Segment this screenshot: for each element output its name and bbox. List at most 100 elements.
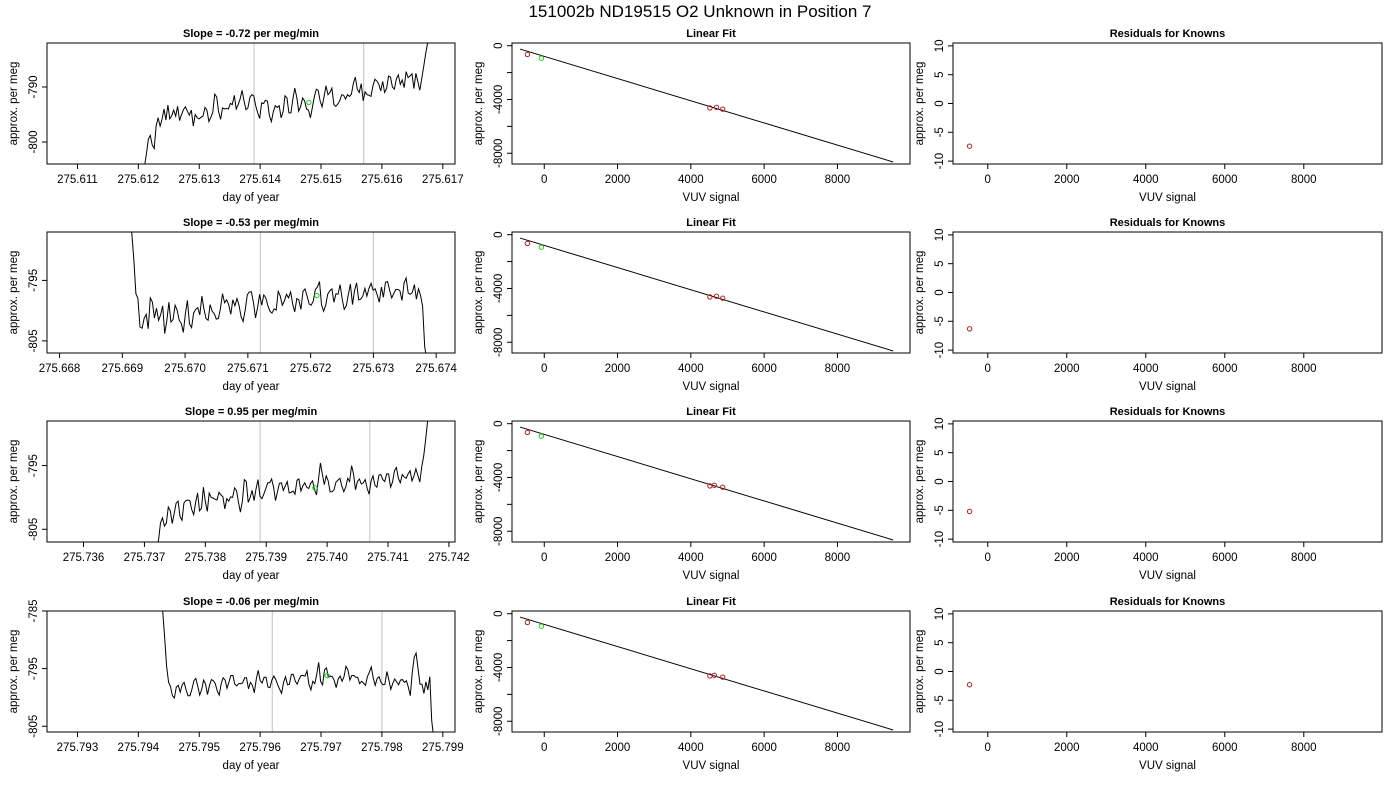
x-tick-label: 8000 [1291,552,1317,564]
x-tick-label: 0 [541,742,547,754]
plot-frame [511,610,911,733]
panel-title: Residuals for Knowns [1110,217,1226,229]
x-tick-label: 6000 [1212,742,1238,754]
x-tick-label: 275.616 [361,174,403,186]
x-axis-label: VUV signal [683,192,740,204]
known-point [720,674,726,680]
known-point [707,294,713,300]
panel-title: Residuals for Knowns [1110,28,1226,40]
x-tick-label: 2000 [1054,742,1080,754]
plot-area [519,616,894,731]
trace-line [131,232,427,353]
panel-title: Residuals for Knowns [1110,596,1226,608]
x-axis-label: VUV signal [1139,381,1196,393]
trace-line [144,43,429,164]
known-point [524,51,531,58]
x-tick-label: 2000 [605,363,631,375]
x-axis-label: day of year [223,192,280,204]
fit-line [519,48,894,163]
x-tick-label: 0 [541,552,547,564]
x-tick-label: 6000 [751,742,777,754]
known-point [524,240,531,247]
y-tick-label: -4000 [493,653,505,682]
y-tick-label: 5 [934,639,946,645]
x-tick-label: 275.673 [353,363,395,375]
y-tick-label: -785 [28,599,40,622]
x-tick-label: 275.669 [102,363,144,375]
plot-area [157,421,429,542]
y-tick-label: 10 [934,417,946,430]
x-tick-label: 2000 [605,552,631,564]
x-tick-label: 275.736 [63,552,105,564]
x-tick-label: 2000 [1054,552,1080,564]
x-tick-label: 275.799 [422,742,464,754]
x-tick-label: 6000 [751,174,777,186]
residual-point [966,508,973,515]
y-tick-label: -10 [934,721,946,738]
x-tick-label: 275.668 [39,363,81,375]
x-tick-label: 0 [985,363,991,375]
plot-area [131,232,427,353]
y-tick-label: 0 [493,420,505,426]
plot-area [519,48,894,163]
x-tick-label: 275.615 [300,174,342,186]
x-tick-label: 275.738 [185,552,227,564]
unknown-marker [306,99,312,106]
x-axis-label: day of year [223,381,280,393]
y-tick-label: -800 [28,130,40,153]
y-tick-label: 0 [934,100,946,106]
x-tick-label: 275.617 [422,174,464,186]
panel-title: Linear Fit [686,28,736,40]
x-tick-label: 275.737 [124,552,166,564]
y-tick-label: -5 [934,316,946,326]
plot-area [162,611,434,732]
x-tick-label: 275.793 [57,742,99,754]
x-tick-label: 275.740 [306,552,348,564]
y-axis-label: approx. per meg [914,630,926,714]
trace-line [162,611,434,732]
y-axis-label: approx. per meg [8,62,20,146]
panel-title: Slope = -0.72 per meg/min [183,28,319,40]
x-axis-label: VUV signal [1139,570,1196,582]
plot-frame [952,420,1383,543]
y-tick-label: 0 [934,289,946,295]
plot-frame [511,42,911,165]
x-axis-label: VUV signal [1139,760,1196,772]
y-tick-label: 0 [493,231,505,237]
fit-line [519,237,894,352]
known-point [707,105,713,111]
x-tick-label: 6000 [1212,552,1238,564]
x-tick-label: 275.739 [245,552,287,564]
unknown-point [538,55,545,61]
y-tick-label: 10 [934,228,946,241]
y-tick-label: -4000 [493,274,505,303]
x-tick-label: 275.671 [227,363,269,375]
known-point [524,429,531,436]
x-tick-label: 2000 [1054,174,1080,186]
y-tick-label: -10 [934,153,946,170]
x-tick-label: 4000 [1133,742,1159,754]
plot-frame [511,231,911,354]
y-axis-label: approx. per meg [8,630,20,714]
unknown-point [538,244,545,250]
x-tick-label: 8000 [825,742,851,754]
plot-area [519,237,894,352]
residual-point [966,143,973,149]
y-tick-label: -805 [28,715,40,738]
x-tick-label: 275.795 [178,742,220,754]
y-axis-label: approx. per meg [8,440,20,524]
unknown-marker [324,672,330,679]
plot-area [966,326,973,332]
plot-frame [952,231,1383,354]
y-tick-label: 0 [493,610,505,616]
x-tick-label: 0 [541,363,547,375]
x-tick-label: 2000 [1054,363,1080,375]
known-point [524,619,531,626]
fit-line [519,616,894,731]
y-tick-label: -10 [934,531,946,548]
x-tick-label: 275.611 [57,174,98,186]
x-tick-label: 6000 [1212,363,1238,375]
known-point [720,484,726,490]
x-tick-label: 4000 [678,174,704,186]
panel-title: Linear Fit [686,596,736,608]
